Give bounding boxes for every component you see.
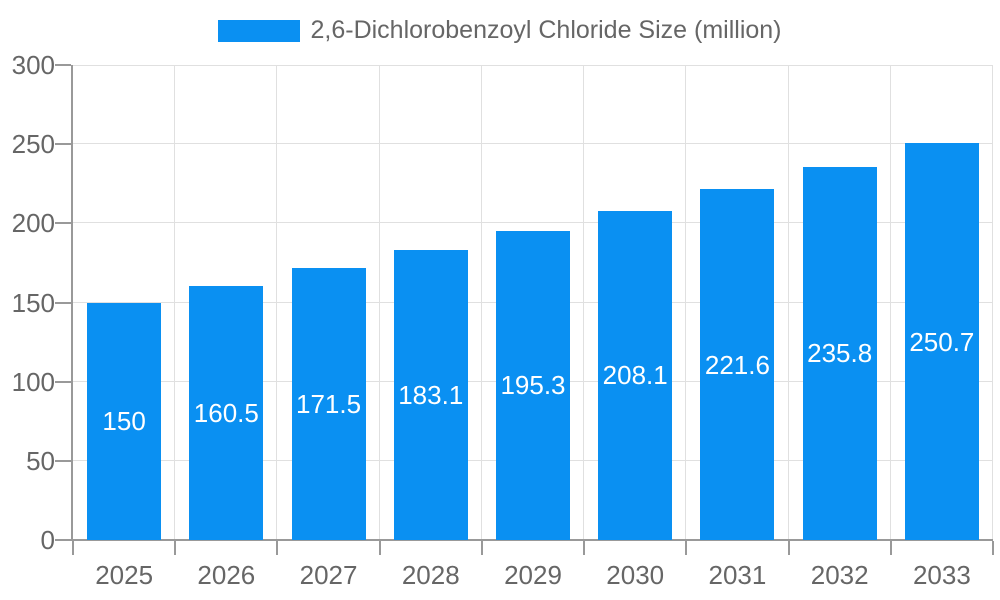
- v-gridline: [276, 65, 278, 540]
- bar-value-label: 235.8: [807, 338, 873, 369]
- v-gridline: [992, 65, 993, 540]
- bar-value-label: 160.5: [193, 397, 259, 428]
- y-axis-tick: [55, 64, 71, 66]
- v-gridline: [787, 65, 789, 540]
- x-axis-tick: [480, 541, 483, 555]
- v-gridline: [480, 65, 482, 540]
- v-gridline: [583, 65, 585, 540]
- y-axis-tick: [55, 301, 71, 304]
- bar-value-label: 250.7: [909, 326, 975, 357]
- y-axis-tick: [55, 380, 71, 383]
- bar-2028[interactable]: 183.1: [393, 250, 468, 540]
- bar-value-label: 171.5: [296, 389, 362, 420]
- bar-2027[interactable]: 171.5: [291, 268, 366, 540]
- x-axis-tick: [583, 541, 586, 555]
- x-axis-line: [71, 539, 993, 541]
- x-axis-tick: [174, 541, 177, 555]
- bar-value-label: 183.1: [398, 380, 464, 411]
- y-axis-tick-label: 0: [40, 525, 55, 555]
- h-gridline: [73, 222, 993, 224]
- x-axis-tick-label: 2025: [95, 560, 154, 590]
- legend-label: 2,6-Dichlorobenzoyl Chloride Size (milli…: [310, 16, 782, 44]
- x-axis-tick: [276, 541, 279, 555]
- legend: 2,6-Dichlorobenzoyl Chloride Size (milli…: [0, 16, 1000, 45]
- bar-2030[interactable]: 208.1: [598, 210, 673, 540]
- bar-value-label: 150: [102, 406, 146, 437]
- y-axis-line: [71, 65, 73, 540]
- y-axis-tick: [55, 539, 71, 541]
- bar-2025[interactable]: 150: [87, 302, 162, 540]
- x-axis-tick-label: 2029: [504, 560, 562, 590]
- x-axis-tick: [889, 541, 892, 555]
- bar-value-label: 208.1: [602, 360, 668, 391]
- x-axis-tick: [992, 541, 994, 555]
- x-axis-tick-label: 2026: [197, 560, 256, 590]
- y-axis-tick-label: 50: [26, 445, 55, 476]
- y-axis-tick: [55, 143, 71, 146]
- bar-value-label: 221.6: [704, 349, 770, 380]
- legend-swatch: [218, 19, 301, 42]
- bar-2033[interactable]: 250.7: [904, 143, 979, 540]
- bar-2031[interactable]: 221.6: [700, 189, 775, 540]
- v-gridline: [378, 65, 380, 540]
- h-gridline: [73, 143, 993, 145]
- x-axis-tick-label: 2033: [912, 560, 971, 590]
- bar-2026[interactable]: 160.5: [189, 285, 264, 540]
- x-axis-tick: [685, 541, 688, 555]
- plot-area: 150 160.5 171.5 183.1 195.3 208.1 221.6 235.8 25…: [73, 65, 993, 540]
- y-axis-tick-label: 150: [11, 287, 55, 318]
- x-axis-tick-label: 2027: [299, 560, 358, 590]
- v-gridline: [685, 65, 687, 540]
- legend-item[interactable]: 2,6-Dichlorobenzoyl Chloride Size (milli…: [218, 16, 782, 45]
- v-gridline: [174, 65, 176, 540]
- v-gridline: [889, 65, 891, 540]
- x-axis-tick: [787, 541, 790, 555]
- x-axis-tick: [72, 541, 74, 555]
- x-axis-tick-label: 2032: [810, 560, 869, 590]
- x-axis-tick-label: 2028: [401, 560, 460, 590]
- bar-value-label: 195.3: [500, 370, 566, 401]
- bar-2032[interactable]: 235.8: [802, 166, 877, 540]
- y-axis-tick-label: 300: [11, 50, 55, 80]
- y-axis-tick-label: 200: [11, 208, 55, 239]
- y-axis-tick: [55, 459, 71, 462]
- y-axis-tick: [55, 222, 71, 225]
- y-axis-tick-label: 250: [11, 129, 55, 160]
- y-axis-tick-label: 100: [11, 366, 55, 397]
- x-axis-tick: [378, 541, 381, 555]
- bar-2029[interactable]: 195.3: [496, 230, 570, 540]
- x-axis-tick-label: 2031: [708, 560, 767, 590]
- x-axis-tick-label: 2030: [606, 560, 665, 590]
- h-gridline: [73, 65, 993, 66]
